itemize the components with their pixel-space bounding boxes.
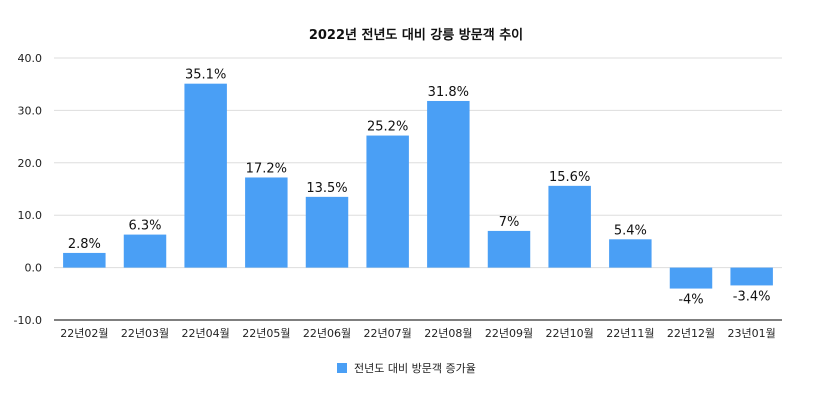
x-tick-label: 22년06월	[303, 327, 351, 340]
data-label: 7%	[499, 215, 520, 230]
data-label: 31.8%	[428, 85, 469, 100]
x-tick-label: 22년05월	[242, 327, 290, 340]
x-tick-label: 22년10월	[546, 327, 594, 340]
x-tick-label: 22년02월	[60, 327, 108, 340]
legend-swatch	[337, 363, 347, 373]
bar	[123, 234, 167, 268]
y-tick-label: -10.0	[14, 314, 42, 327]
x-tick-label: 22년08월	[424, 327, 472, 340]
bar	[427, 100, 470, 268]
data-label: 2.8%	[68, 237, 101, 252]
data-label: 25.2%	[367, 120, 408, 135]
legend: 전년도 대비 방문객 증가율	[337, 362, 476, 375]
bar	[730, 267, 773, 286]
data-label: 13.5%	[306, 181, 347, 196]
x-tick-label: 23년01월	[728, 327, 776, 340]
y-tick-label: 40.0	[18, 52, 43, 65]
bars: 2.8% 6.3% 35.1% 17.2% 13.5% 25.2% 31.8% 7% 15.6%…	[63, 68, 773, 308]
bar	[305, 196, 349, 268]
data-label: 35.1%	[185, 68, 226, 83]
data-label: 17.2%	[246, 161, 287, 176]
bar	[548, 185, 591, 268]
data-label: 15.6%	[549, 170, 590, 185]
x-tick-label: 22년03월	[121, 327, 169, 340]
data-label: -4%	[678, 293, 703, 308]
bar	[184, 83, 227, 268]
chart-title: 2022년 전년도 대비 강릉 방문객 추이	[309, 27, 523, 43]
x-tick-label: 22년11월	[606, 327, 654, 340]
y-tick-label: 0.0	[25, 262, 43, 275]
x-tick-label: 22년07월	[364, 327, 412, 340]
bar	[669, 267, 713, 289]
y-tick-label: 30.0	[18, 104, 43, 117]
data-label: 6.3%	[128, 219, 161, 234]
bar	[63, 252, 106, 268]
y-tick-label: 10.0	[18, 209, 43, 222]
x-tick-label: 22년12월	[667, 327, 715, 340]
x-tick-label: 22년04월	[182, 327, 230, 340]
bar	[609, 239, 652, 268]
x-axis: 22년02월 22년03월 22년04월 22년05월 22년06월 22년07월 22년0…	[54, 319, 782, 340]
y-tick-label: 20.0	[18, 157, 43, 170]
legend-label: 전년도 대비 방문객 증가율	[354, 362, 476, 375]
data-label: -3.4%	[733, 289, 771, 304]
bar	[487, 230, 531, 268]
bar	[245, 177, 288, 268]
x-tick-label: 22년09월	[485, 327, 533, 340]
bar	[366, 135, 409, 268]
y-axis: -10.0 0.0 10.0 20.0 30.0 40.0	[14, 52, 42, 327]
data-label: 5.4%	[614, 223, 647, 238]
